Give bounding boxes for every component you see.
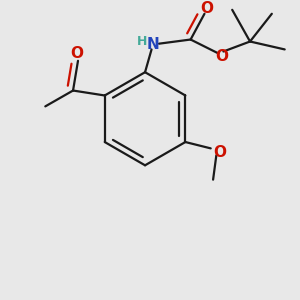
Text: O: O xyxy=(200,1,213,16)
Text: H: H xyxy=(137,35,147,48)
Text: N: N xyxy=(147,37,159,52)
Text: O: O xyxy=(215,49,228,64)
Text: O: O xyxy=(70,46,83,62)
Text: O: O xyxy=(214,146,226,160)
